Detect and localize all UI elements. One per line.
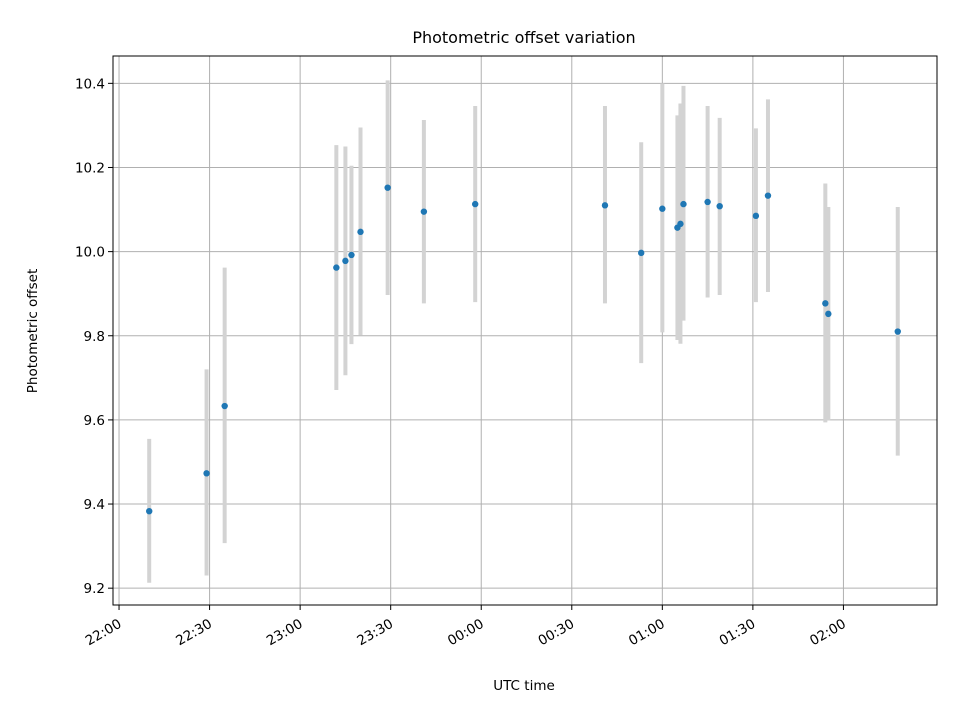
y-axis-label: Photometric offset: [25, 269, 41, 393]
y-tick-label: 10.0: [75, 245, 105, 261]
data-point: [420, 208, 428, 215]
y-tick-label: 10.2: [75, 160, 105, 176]
data-point: [752, 212, 760, 220]
chart-title: Photometric offset variation: [412, 28, 635, 47]
data-point: [221, 402, 228, 410]
data-point: [601, 202, 609, 209]
data-point: [333, 264, 340, 271]
data-point: [342, 257, 349, 265]
data-points: [146, 184, 901, 515]
data-point: [677, 220, 684, 228]
data-point: [704, 198, 711, 206]
data-point: [680, 200, 687, 208]
x-axis-label: UTC time: [493, 678, 555, 694]
data-point: [357, 228, 364, 236]
data-point: [384, 184, 391, 191]
data-point: [716, 202, 723, 210]
data-point: [659, 205, 666, 212]
plot-area-frame: [112, 55, 938, 606]
y-tick-label: 9.4: [84, 497, 105, 513]
data-point: [825, 310, 832, 318]
y-axis-ticks: 9.2 9.4 9.6 9.8 10.0 10.2 10.4: [75, 76, 113, 597]
data-point: [894, 328, 901, 335]
data-point: [348, 251, 355, 259]
y-tick-label: 9.8: [84, 329, 105, 345]
y-tick-label: 9.2: [84, 581, 105, 597]
data-point: [203, 470, 210, 477]
data-point: [764, 192, 772, 199]
y-tick-label: 10.4: [75, 76, 105, 92]
data-point: [822, 300, 829, 307]
data-point: [471, 200, 479, 208]
data-point: [638, 249, 645, 257]
grid: [113, 56, 937, 605]
data-point: [146, 507, 153, 515]
y-tick-label: 9.6: [84, 413, 105, 429]
